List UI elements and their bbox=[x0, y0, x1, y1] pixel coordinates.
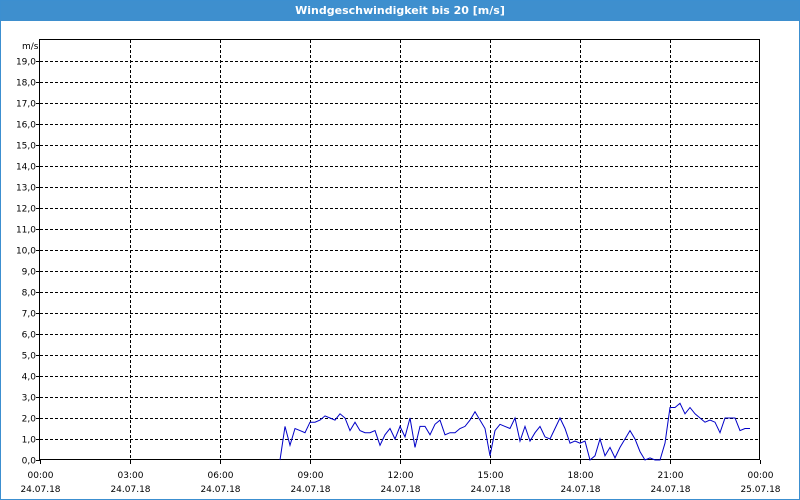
x-tick-date: 24.07.18 bbox=[470, 485, 510, 495]
x-tick-date: 24.07.18 bbox=[560, 485, 600, 495]
y-tick-label: 2,0 bbox=[22, 415, 37, 425]
x-tick-time: 06:00 bbox=[208, 471, 234, 481]
x-tick-time: 18:00 bbox=[568, 471, 594, 481]
x-tick-time: 21:00 bbox=[658, 471, 684, 481]
y-tick-label: 13,0 bbox=[16, 184, 36, 194]
x-tick-date: 24.07.18 bbox=[380, 485, 420, 495]
x-tick-date: 24.07.18 bbox=[110, 485, 150, 495]
axis-ticks bbox=[36, 61, 761, 464]
y-tick-label: 19,0 bbox=[16, 58, 36, 68]
y-tick-label: 11,0 bbox=[16, 226, 36, 236]
x-tick-time: 09:00 bbox=[298, 471, 324, 481]
plot-frame bbox=[39, 39, 760, 460]
y-tick-label: 16,0 bbox=[16, 121, 36, 131]
x-tick-date: 25.07.18 bbox=[740, 485, 780, 495]
y-tick-label: 3,0 bbox=[22, 394, 37, 404]
y-tick-label: 10,0 bbox=[16, 247, 36, 257]
x-tick-time: 12:00 bbox=[388, 471, 414, 481]
y-tick-label: 5,0 bbox=[22, 352, 37, 362]
y-tick-label: 12,0 bbox=[16, 205, 36, 215]
x-tick-time: 03:00 bbox=[118, 471, 144, 481]
wind-speed-series bbox=[279, 402, 750, 461]
y-tick-label: 17,0 bbox=[16, 100, 36, 110]
y-tick-label: 1,0 bbox=[22, 436, 37, 446]
y-tick-label: 14,0 bbox=[16, 163, 36, 173]
grid-lines bbox=[40, 40, 760, 460]
x-tick-labels: 00:00 24.07.18 03:00 24.07.18 06:00 24.07.18 0… bbox=[20, 471, 780, 495]
x-tick-time: 15:00 bbox=[478, 471, 504, 481]
x-tick-date: 24.07.18 bbox=[650, 485, 690, 495]
y-tick-label: 7,0 bbox=[22, 310, 37, 320]
y-tick-label: 8,0 bbox=[22, 289, 37, 299]
y-tick-labels: 0,0 1,0 2,0 3,0 4,0 5,0 6,0 7,0 8,0 9,0 10,0 11,0 12… bbox=[16, 58, 36, 467]
y-tick-label: 15,0 bbox=[16, 142, 36, 152]
x-tick-time: 00:00 bbox=[28, 471, 54, 481]
y-axis-unit: m/s bbox=[22, 42, 39, 52]
window-title: Windgeschwindigkeit bis 20 [m/s] bbox=[1, 1, 799, 21]
y-tick-label: 9,0 bbox=[22, 268, 37, 278]
x-tick-date: 24.07.18 bbox=[20, 485, 60, 495]
y-tick-label: 18,0 bbox=[16, 79, 36, 89]
y-tick-label: 0,0 bbox=[22, 457, 37, 467]
x-tick-date: 24.07.18 bbox=[200, 485, 240, 495]
x-tick-date: 24.07.18 bbox=[290, 485, 330, 495]
y-tick-label: 4,0 bbox=[22, 373, 37, 383]
y-tick-label: 6,0 bbox=[22, 331, 37, 341]
x-tick-time: 00:00 bbox=[748, 471, 774, 481]
